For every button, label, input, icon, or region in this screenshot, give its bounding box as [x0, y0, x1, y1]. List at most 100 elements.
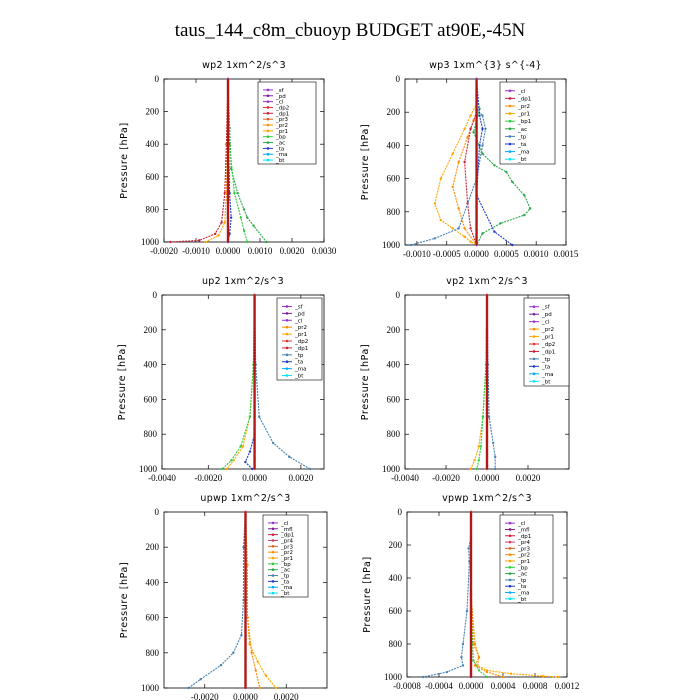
legend-marker [508, 127, 512, 131]
legend-marker [508, 89, 512, 93]
series-point [487, 415, 491, 418]
y-tick-label: 600 [387, 394, 401, 404]
chart-panel-2: wp3 1xm^{3} s^{-4} Pressure [hPa] 0 200 400 6… [360, 60, 579, 259]
series-line [205, 78, 229, 243]
legend-marker [508, 150, 512, 153]
plot-frame [404, 78, 567, 246]
y-tick-label: 800 [146, 648, 160, 658]
series-point [478, 114, 481, 117]
y-tick-label: 200 [144, 325, 158, 335]
legend-marker [266, 100, 270, 103]
x-tick-label: -0.0004 [425, 681, 453, 691]
series-point [469, 467, 472, 471]
y-tick-label: 0 [396, 290, 401, 300]
series-point [433, 237, 437, 240]
y-axis-label: Pressure [hPa] [362, 556, 373, 633]
legend-label: _bt [517, 157, 527, 163]
legend-marker [532, 335, 536, 338]
series-point [461, 642, 465, 646]
legend-marker [266, 106, 270, 109]
series-point [494, 455, 497, 459]
series-point [509, 672, 513, 675]
legend-marker [532, 305, 536, 309]
x-tick-label: 0.0010 [248, 246, 273, 256]
legend-label: _pr3 [275, 117, 289, 123]
legend-label: _dp1 [294, 346, 308, 352]
x-tick-label: -0.0040 [391, 473, 419, 483]
legend-marker [271, 585, 275, 589]
series-line [422, 512, 472, 678]
series-point [264, 674, 268, 677]
series-point [242, 598, 245, 602]
legend-label: _ma [517, 591, 529, 597]
series-point [198, 239, 201, 242]
series-point [274, 686, 278, 690]
series-point [421, 675, 425, 679]
y-tick-label: 600 [146, 172, 160, 182]
legend-marker [285, 332, 289, 336]
series-point [477, 669, 481, 672]
x-tick-label: -0.0020 [191, 692, 219, 700]
legend-marker [508, 135, 512, 138]
y-tick-label: 600 [146, 613, 160, 623]
legend-marker [532, 320, 536, 323]
legend-marker [266, 112, 270, 115]
legend-marker [508, 142, 512, 146]
series-point [469, 127, 472, 130]
series-point [246, 616, 249, 619]
series-point [244, 460, 247, 464]
y-tick-label: 800 [146, 204, 160, 214]
legend-label: _ac [517, 127, 527, 133]
y-tick-label: 1000 [139, 464, 158, 474]
legend-marker [532, 379, 536, 383]
series-point [451, 185, 454, 189]
y-tick-label: 800 [389, 639, 403, 649]
legend-marker [285, 346, 289, 350]
legend-label: _dp2 [541, 342, 555, 348]
legend-label: _pd [541, 312, 552, 318]
legend-label: _ta [517, 584, 526, 590]
legend-marker [508, 553, 512, 556]
y-tick-label: 200 [387, 325, 401, 335]
x-tick-label: 0.0005 [494, 249, 519, 259]
legend-label: _ma [294, 367, 306, 373]
series-line [434, 79, 478, 246]
x-tick-label: 0.0015 [554, 249, 579, 259]
x-tick-label: 0.0012 [555, 681, 580, 691]
series-point [477, 459, 480, 462]
y-tick-label: 800 [144, 429, 158, 439]
x-tick-label: 0.0000 [216, 246, 241, 256]
legend-marker [508, 559, 512, 563]
legend-marker [266, 152, 270, 156]
series-point [225, 467, 228, 471]
legend-label: _ta [280, 579, 289, 585]
series-point [242, 546, 245, 549]
chart-panel-5: upwp 1xm^2/s^3 Pressure [hPa] 0 200 400 600 80… [119, 493, 328, 700]
legend-marker [508, 112, 512, 115]
legend-label: _pr2 [541, 327, 554, 333]
legend-label: _dp2 [275, 105, 289, 111]
series-line [226, 294, 256, 470]
series-point [529, 207, 532, 210]
y-tick-label: 800 [387, 207, 401, 217]
panel-title: wp3 1xm^{3} s^{-4} [429, 60, 542, 71]
legend-marker [532, 312, 536, 316]
chart-panel-1: wp2 1xm^2/s^3 Pressure [hPa] 0 200 400 600 800… [119, 60, 337, 256]
legend-label: _sf [541, 305, 551, 311]
series-point [466, 135, 469, 139]
x-tick-label: -0.0020 [194, 473, 222, 483]
series-point [481, 144, 484, 147]
x-tick-label: 0.0008 [523, 681, 548, 691]
series-point [232, 651, 235, 654]
series-point [252, 224, 255, 227]
series-point [473, 642, 477, 646]
legend-marker [271, 550, 275, 554]
series-point [169, 240, 172, 244]
series-point [457, 160, 460, 164]
plot-frame [163, 78, 325, 243]
panel-title: vpwp 1xm^2/s^3 [442, 493, 532, 504]
series-point [463, 127, 466, 130]
legend-box [523, 297, 570, 387]
y-tick-label: 0 [398, 507, 403, 517]
y-axis-label: Pressure [hPa] [119, 122, 130, 199]
